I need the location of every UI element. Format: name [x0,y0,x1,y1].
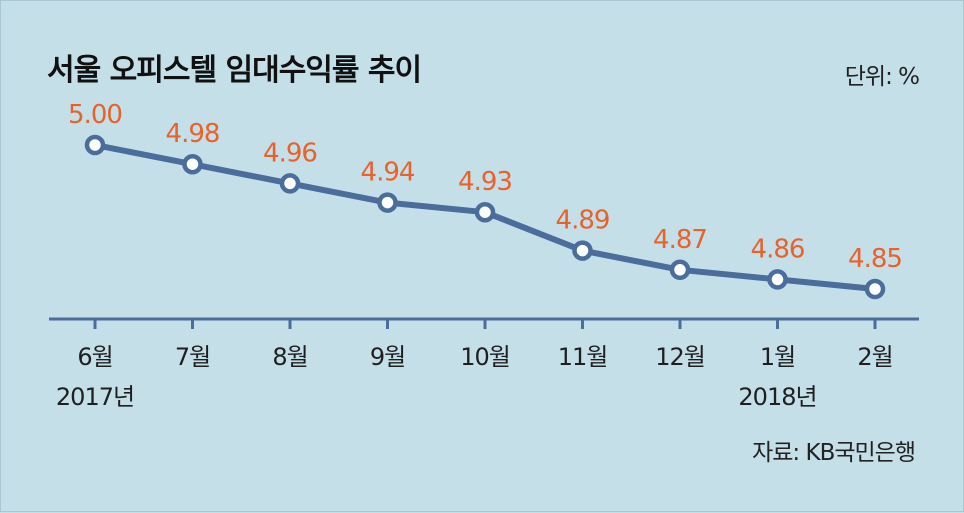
data-point [84,134,106,156]
x-tick-label: 7월 [175,343,210,371]
value-label: 4.93 [458,167,512,197]
data-point [279,173,301,194]
x-tick-label: 11월 [558,343,608,371]
x-axis-labels: 6월 7월 8월 9월 10월 11월 12월 1월 2월 [77,343,893,371]
year-label: 2017년 [56,383,134,411]
data-point [572,240,593,261]
x-tick-label: 6월 [77,343,112,371]
x-tick-label: 2월 [857,343,892,371]
value-label: 5.00 [68,100,122,130]
data-point [377,192,398,213]
value-label: 4.85 [848,244,902,274]
value-label: 4.87 [653,225,707,255]
unit-label: 단위: % [844,64,920,90]
data-point [669,259,691,281]
value-label: 4.86 [751,234,805,264]
x-tick-label: 1월 [760,343,795,371]
data-point [767,269,788,290]
data-point [864,278,886,300]
x-tick-label: 9월 [370,343,405,371]
data-point [182,153,203,175]
data-points [84,134,886,300]
x-tick-label: 12월 [655,343,705,371]
x-tick-label: 8월 [272,343,307,371]
x-axis-ticks [93,319,877,329]
chart-title: 서울 오피스텔 임대수익률 추이 [47,53,422,88]
source-note: 자료: KB국민은행 [752,440,916,466]
value-label: 4.89 [556,206,610,236]
data-point [474,201,496,223]
value-label: 4.96 [263,138,317,168]
value-label: 4.94 [361,158,415,188]
year-labels: 2017년 2018년 [56,383,818,411]
x-tick-label: 10월 [460,343,510,371]
year-label: 2018년 [738,383,816,411]
value-label: 4.98 [166,119,220,149]
value-labels: 5.00 4.98 4.96 4.94 4.93 4.89 4.87 4.86 4.85 [68,100,903,274]
